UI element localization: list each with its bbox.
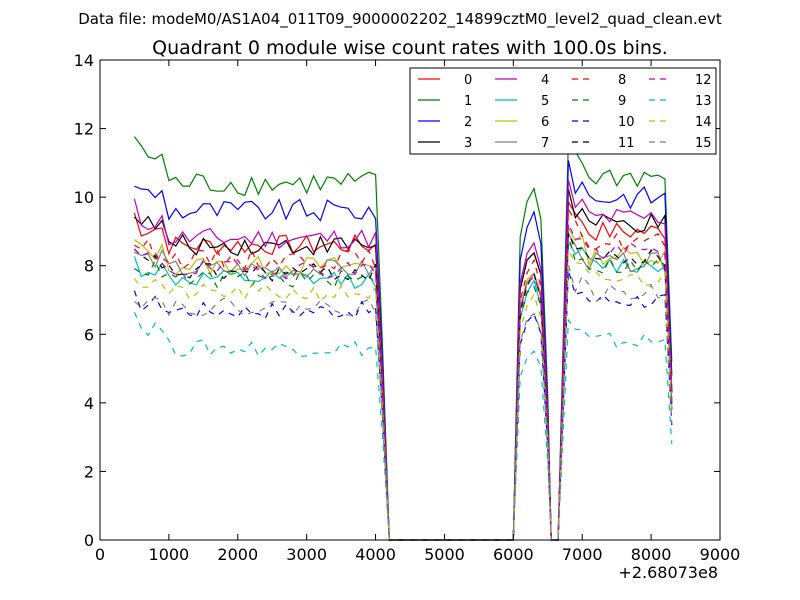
data-file-suptitle: Data file: modeM0/AS1A04_011T09_90000022…: [78, 10, 722, 29]
legend-label-4: 4: [541, 73, 549, 88]
legend-label-6: 6: [541, 115, 549, 130]
series-line-6: [134, 225, 673, 541]
legend-label-11: 11: [618, 136, 635, 151]
chart-title: Quadrant 0 module wise count rates with …: [152, 37, 668, 59]
y-tick-label: 8: [84, 257, 94, 276]
series-line-13: [133, 311, 673, 541]
y-tick-label: 2: [84, 462, 94, 481]
series-line-12: [133, 223, 673, 541]
series-line-8: [134, 207, 673, 541]
y-tick-label: 10: [74, 188, 94, 207]
legend-label-8: 8: [618, 73, 626, 88]
y-tick-label: 0: [84, 531, 94, 550]
y-tick-label: 6: [84, 325, 94, 344]
x-tick-label: 6000: [493, 545, 534, 564]
series-line-0: [133, 200, 673, 541]
series-line-4: [133, 179, 673, 541]
legend-label-0: 0: [464, 73, 472, 88]
legend-label-14: 14: [695, 115, 712, 130]
legend-label-7: 7: [541, 136, 549, 151]
x-axis-offset-label: +2.68073e8: [618, 563, 718, 582]
y-tick-label: 12: [74, 120, 94, 139]
legend-label-2: 2: [464, 115, 472, 130]
x-tick-label: 3000: [286, 545, 327, 564]
legend-label-5: 5: [541, 94, 549, 109]
legend-label-3: 3: [464, 136, 472, 151]
legend-frame: [409, 67, 717, 155]
legend-label-15: 15: [695, 136, 712, 151]
x-tick-label: 1000: [149, 545, 190, 564]
series-line-14: [133, 248, 673, 541]
series-line-7: [134, 231, 673, 541]
series-line-9: [134, 234, 673, 541]
series-line-3: [133, 188, 673, 541]
legend-label-10: 10: [618, 115, 635, 130]
x-tick-label: 7000: [562, 545, 603, 564]
x-tick-label: 2000: [217, 545, 258, 564]
x-tick-label: 9000: [700, 545, 741, 564]
series-line-5: [133, 238, 673, 541]
x-tick-label: 4000: [355, 545, 396, 564]
series-line-2: [134, 160, 673, 541]
series-line-10: [133, 270, 673, 541]
legend-label-9: 9: [618, 94, 626, 109]
y-tick-label: 14: [74, 51, 94, 70]
x-tick-label: 8000: [631, 545, 672, 564]
legend-label-13: 13: [695, 94, 712, 109]
x-tick-label: 0: [95, 545, 105, 564]
series-layer: [133, 136, 673, 541]
legend-label-12: 12: [695, 73, 712, 88]
x-axis-ticks: 0 1000 2000 3000 4000 5000 6000 7000 8000 9000: [95, 60, 740, 564]
plot-frame: [99, 59, 721, 541]
series-line-1: [133, 136, 673, 541]
y-tick-label: 4: [84, 394, 94, 413]
legend-label-1: 1: [464, 94, 472, 109]
series-line-11: [134, 232, 673, 541]
series-line-15: [133, 264, 673, 541]
x-tick-label: 5000: [424, 545, 465, 564]
